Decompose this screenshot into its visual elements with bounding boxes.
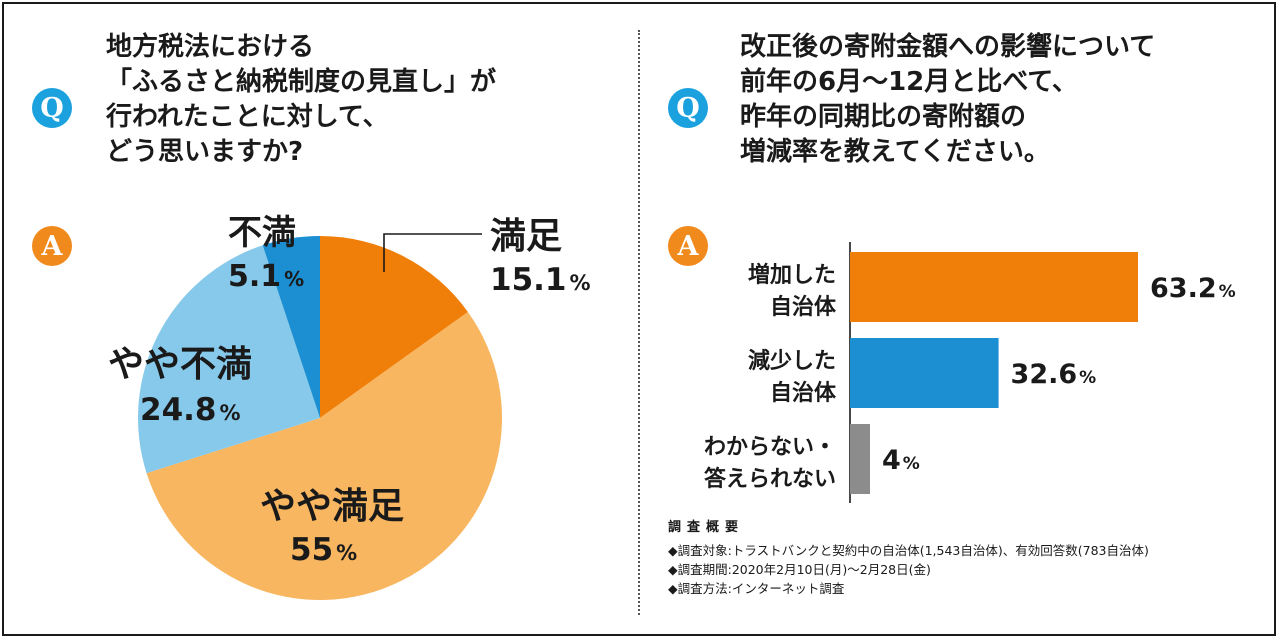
pie-slice-value: 5.1% [228,259,304,294]
survey-title: 調査概要 [668,520,745,535]
bar-value-label: 63.2% [1150,273,1236,304]
question-line: 前年の6月〜12月と比べて、 [740,67,1078,97]
bar [850,252,1138,322]
question-text-left: 地方税法における 「ふるさと納税制度の見直し」が 行われたことに対して、 どう思… [106,30,496,170]
survey-summary: 調査概要 ◆調査対象:トラストバンクと契約中の自治体(1,543自治体)、有効回… [668,518,1149,598]
pie-slice-label: 満足 [490,216,562,257]
pie-chart: 満足 15.1 % やや満足 55 % やや不満 24.8 % 不満 5.1% [108,213,591,601]
survey-line: ◆調査期間:2020年2月10日(月)〜2月28日(金) [668,562,931,577]
leader-line [383,233,482,272]
pie-slice-value: 24.8% [140,392,241,428]
pie-slice-label: やや満足 [260,486,404,527]
question-line: 増減率を教えてください。 [740,137,1050,167]
answer-badge-right: A [668,226,708,266]
question-line: どう思いますか? [106,137,304,167]
pie-slice-label: 不満 [228,213,296,253]
pie-slice-value: 55% [290,532,357,568]
pie-slice [146,311,503,601]
pie-slice-label: やや不満 [108,344,252,385]
survey-line: ◆調査対象:トラストバンクと契約中の自治体(1,543自治体)、有効回答数(78… [668,543,1149,558]
question-line: 昨年の同期比の寄附額の [740,102,1027,132]
question-line: 「ふるさと納税制度の見直し」が [106,67,497,97]
bar [850,424,870,494]
bar-category-label: 減少した [748,349,836,374]
bar-value-label: 4% [882,445,920,476]
bar-category-label: 増加した [748,262,836,288]
bar-category-label: わからない・ [704,435,836,460]
panel-divider [638,30,640,615]
survey-line: ◆調査方法:インターネット調査 [668,581,845,596]
question-line: 行われたことに対して、 [106,102,389,132]
question-badge-right: Q [668,88,708,128]
pie-slice-value: 15.1% [490,262,591,298]
pie-slice [320,236,468,418]
bar-category-label: 答えられない [704,466,836,492]
pie-slice [262,236,320,418]
bar [850,338,999,408]
question-line: 地方税法における [106,32,315,62]
bar-category-label: 自治体 [770,294,837,320]
question-badge-left: Q [32,88,72,128]
answer-badge-left: A [32,226,72,266]
pie-slice [138,245,320,474]
bar-category-label: 自治体 [770,380,837,406]
question-text-right: 改正後の寄附金額への影響について 前年の6月〜12月と比べて、 昨年の同期比の寄… [740,30,1155,170]
question-line: 改正後の寄附金額への影響について [740,32,1156,62]
bar-value-label: 32.6% [1011,359,1097,390]
